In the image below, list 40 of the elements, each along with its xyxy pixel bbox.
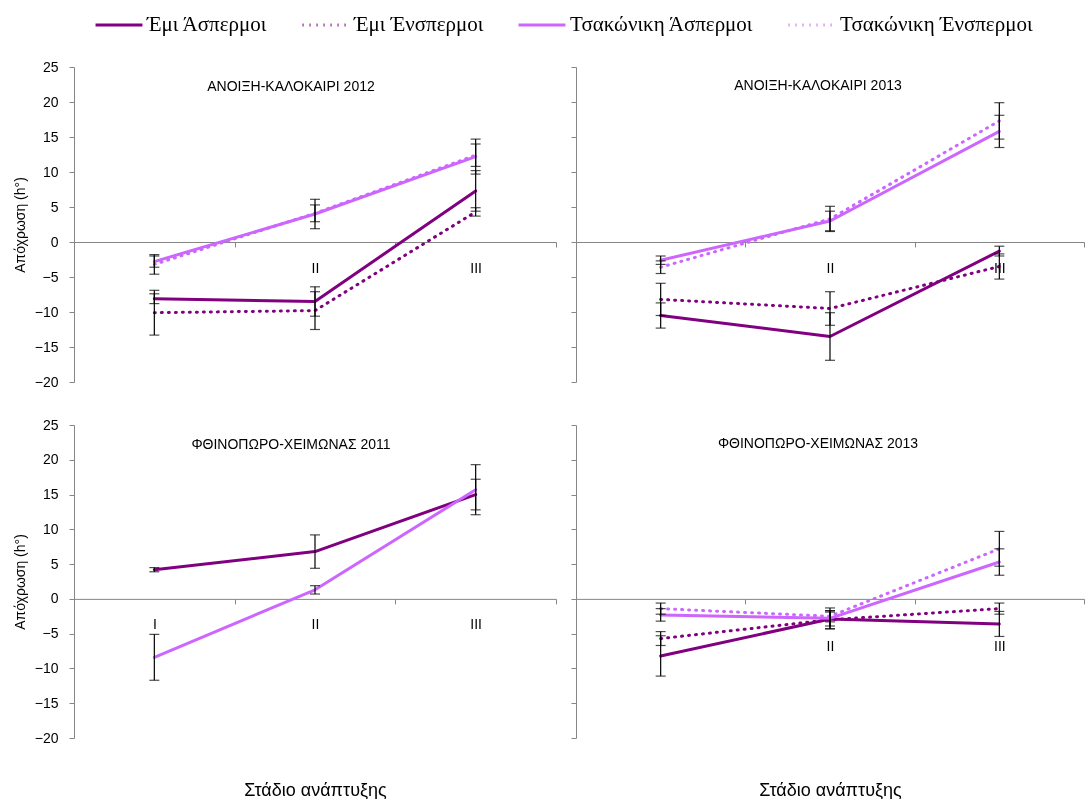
x-tick-label: III	[470, 259, 482, 276]
x-tick-label: II	[311, 616, 320, 633]
x-tick-label: II	[826, 259, 835, 276]
x-tick-label: III	[994, 638, 1006, 655]
y-tick-label: 25	[42, 416, 59, 433]
y-tick-label: −15	[34, 694, 59, 711]
y-tick-label: 10	[42, 520, 59, 537]
y-tick-label: −5	[42, 625, 59, 642]
y-tick-label: 0	[50, 590, 59, 607]
y-tick-label: 15	[42, 486, 59, 503]
y-axis-title: Απόχρωση (h°)	[11, 177, 28, 273]
x-tick-label: I	[152, 616, 157, 633]
legend-label: Έμι Ένσπερμοι	[353, 12, 484, 36]
legend-label: Τσακώνικη Άσπερμοι	[570, 12, 753, 36]
x-axis-title: Στάδιο ανάπτυξης	[244, 779, 388, 800]
y-tick-label: −20	[34, 729, 59, 746]
y-tick-label: 5	[50, 198, 59, 215]
x-tick-label: II	[311, 259, 320, 276]
legend-label: Έμι Άσπερμοι	[146, 12, 267, 36]
y-tick-label: 5	[50, 555, 59, 572]
y-tick-label: −15	[34, 338, 59, 355]
x-tick-label: III	[470, 616, 482, 633]
y-tick-label: −20	[34, 373, 59, 390]
text: ΦΘΙΝΟΠΩΡΟ-ΧΕΙΜΩΝΑΣ 2011	[191, 436, 391, 452]
y-tick-label: 10	[42, 163, 59, 180]
x-tick-label: II	[826, 638, 835, 655]
x-axis-title: Στάδιο ανάπτυξης	[759, 779, 903, 800]
text: ΑΝΟΙΞΗ-ΚΑΛΟΚΑΙΡΙ 2012	[207, 78, 375, 94]
y-tick-label: −5	[42, 268, 59, 285]
y-tick-label: 15	[42, 128, 59, 145]
text: ΦΘΙΝΟΠΩΡΟ-ΧΕΙΜΩΝΑΣ 2013	[717, 434, 919, 451]
y-tick-label: −10	[34, 659, 59, 676]
y-axis-title: Απόχρωση (h°)	[11, 534, 28, 630]
y-tick-label: 25	[42, 58, 59, 75]
y-tick-label: −10	[34, 303, 59, 320]
text: ΑΝΟΙΞΗ-ΚΑΛΟΚΑΙΡΙ 2013	[734, 76, 902, 93]
legend-label: Τσακώνικη Ένσπερμοι	[840, 12, 1033, 36]
y-tick-label: 20	[42, 451, 59, 468]
y-tick-label: 0	[50, 233, 59, 250]
y-tick-label: 20	[42, 93, 59, 110]
